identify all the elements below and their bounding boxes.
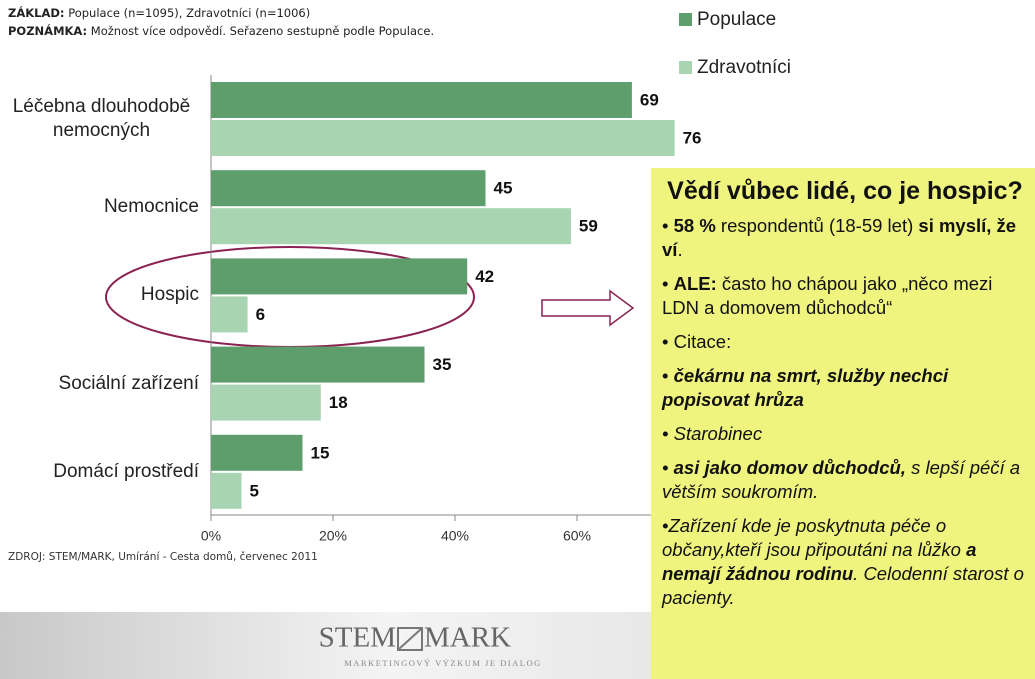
text: často ho chápou jako „něco mezi LDN a do… bbox=[662, 273, 993, 318]
text: a nemají žádnou rodinu bbox=[662, 539, 977, 584]
text: respondentů (18-59 let) bbox=[715, 215, 919, 236]
bar bbox=[211, 384, 321, 421]
category-label: Sociální zařízení bbox=[58, 372, 199, 394]
logo-left: STEM bbox=[319, 622, 396, 654]
callout-item: • ALE: často ho chápou jako „něco mezi L… bbox=[662, 273, 993, 318]
bar bbox=[211, 296, 248, 333]
text: Zařízení kde je poskytnuta péče o občany… bbox=[662, 515, 967, 560]
note-text: Populace (n=1095), Zdravotníci (n=1006) bbox=[68, 6, 311, 20]
category-label: Nemocnice bbox=[103, 196, 199, 218]
callout-item: • Starobinec bbox=[662, 423, 763, 444]
x-tick-label: 0% bbox=[201, 528, 221, 544]
callout-item: •Zařízení kde je poskytnuta péče o občan… bbox=[662, 515, 1024, 608]
value-label: 6 bbox=[256, 305, 265, 324]
text: Starobinec bbox=[673, 423, 763, 444]
x-tick-label: 40% bbox=[441, 528, 469, 544]
logo-right: MARK bbox=[424, 622, 511, 654]
value-label: 69 bbox=[640, 90, 659, 109]
bar bbox=[211, 82, 632, 118]
note-label: POZNÁMKA: bbox=[8, 24, 88, 38]
note: ZÁKLAD: Populace (n=1095), Zdravotníci (… bbox=[8, 6, 310, 20]
bar bbox=[211, 258, 468, 295]
callout-title: Vědí vůbec lidé, co je hospic? bbox=[667, 177, 1023, 205]
x-tick-label: 20% bbox=[319, 528, 347, 544]
text: čekárnu na smrt, služby nechci popisovat… bbox=[662, 365, 949, 410]
category-label: Hospic bbox=[140, 284, 199, 306]
legend-label: Zdravotníci bbox=[697, 57, 791, 78]
logo-tagline: MARKETINGOVÝ VÝZKUM JE DIALOG bbox=[344, 658, 542, 668]
value-label: 42 bbox=[475, 267, 494, 286]
callout-box bbox=[651, 168, 1035, 679]
source: ZDROJ: STEM/MARK, Umírání - Cesta domů, … bbox=[8, 551, 318, 563]
category-label: Domácí prostředí bbox=[53, 460, 199, 482]
bar bbox=[211, 472, 242, 509]
text: . bbox=[677, 239, 683, 260]
bar bbox=[211, 120, 675, 156]
callout-item: • Citace: bbox=[662, 331, 732, 352]
legend-swatch bbox=[679, 61, 692, 74]
text: si myslí, že ví bbox=[662, 215, 1017, 260]
callout-item: • čekárnu na smrt, služby nechci popisov… bbox=[662, 365, 949, 410]
footer-band bbox=[0, 612, 651, 679]
callout-item: • asi jako domov důchodců, s lepší péčí … bbox=[662, 457, 1021, 502]
note-label: ZÁKLAD: bbox=[8, 6, 65, 20]
bar bbox=[211, 434, 303, 471]
legend-label: Populace bbox=[697, 9, 776, 30]
note-text: Možnost více odpovědí. Seřazeno sestupně… bbox=[90, 24, 435, 38]
logo-slash bbox=[398, 628, 422, 650]
x-tick-label: 60% bbox=[563, 528, 591, 544]
value-label: 5 bbox=[250, 481, 259, 500]
text: 58 % bbox=[673, 215, 716, 236]
value-label: 59 bbox=[579, 217, 598, 236]
text: Citace: bbox=[673, 331, 732, 352]
text: ALE: bbox=[673, 273, 717, 294]
text: s lepší péčí a větším soukromím. bbox=[662, 457, 1021, 502]
legend-swatch bbox=[679, 13, 692, 26]
value-label: 18 bbox=[329, 393, 348, 412]
callout: Vědí vůbec lidé, co je hospic? • 58 % re… bbox=[662, 176, 1028, 620]
bar bbox=[211, 346, 425, 383]
category-label: Léčebna dlouhodobě nemocných bbox=[12, 96, 191, 141]
bar bbox=[211, 208, 571, 245]
value-label: 45 bbox=[494, 179, 513, 198]
text: . Celodenní starost o pacienty. bbox=[662, 563, 1024, 608]
callout-item: • 58 % respondentů (18-59 let) si myslí,… bbox=[662, 215, 1017, 260]
note: POZNÁMKA: Možnost více odpovědí. Seřazen… bbox=[8, 24, 434, 38]
bar bbox=[211, 170, 486, 207]
value-label: 35 bbox=[433, 355, 452, 374]
value-label: 15 bbox=[311, 443, 330, 462]
logo-box bbox=[397, 627, 423, 651]
value-label: 76 bbox=[683, 128, 702, 147]
text: asi jako domov důchodců, bbox=[673, 457, 906, 478]
arrow bbox=[541, 289, 635, 327]
